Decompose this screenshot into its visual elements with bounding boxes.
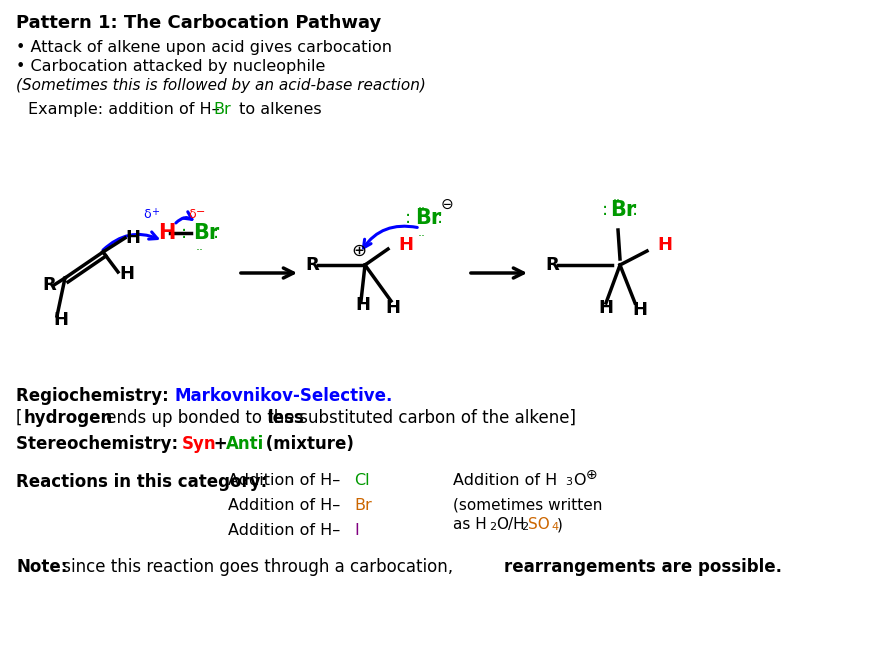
- FancyArrowPatch shape: [176, 212, 192, 223]
- Text: Addition of H–: Addition of H–: [228, 498, 340, 513]
- Text: Stereochemistry:: Stereochemistry:: [16, 435, 184, 453]
- Text: H: H: [657, 236, 672, 254]
- Text: O/H: O/H: [496, 517, 524, 532]
- Text: ..: ..: [418, 226, 426, 239]
- Text: • Carbocation attacked by nucleophile: • Carbocation attacked by nucleophile: [16, 59, 325, 74]
- Text: :: :: [602, 201, 608, 219]
- Text: H: H: [385, 299, 400, 317]
- Text: to alkenes: to alkenes: [234, 102, 322, 117]
- Text: Br: Br: [354, 498, 371, 513]
- Text: δ: δ: [143, 209, 150, 222]
- Text: (Sometimes this is followed by an acid-base reaction): (Sometimes this is followed by an acid-b…: [16, 78, 426, 93]
- Text: H: H: [632, 301, 647, 319]
- Text: Syn: Syn: [182, 435, 217, 453]
- Text: +: +: [151, 207, 159, 217]
- Text: :: :: [405, 209, 411, 227]
- Text: Br: Br: [610, 200, 636, 220]
- Text: Addition of H–: Addition of H–: [228, 473, 340, 488]
- Text: as H: as H: [453, 517, 487, 532]
- Text: :: :: [632, 201, 638, 219]
- Text: Anti: Anti: [226, 435, 264, 453]
- Text: ..: ..: [418, 198, 426, 211]
- Text: • Attack of alkene upon acid gives carbocation: • Attack of alkene upon acid gives carbo…: [16, 40, 392, 55]
- Text: rearrangements are possible.: rearrangements are possible.: [504, 558, 782, 576]
- Text: H: H: [598, 299, 613, 317]
- Text: hydrogen: hydrogen: [24, 409, 114, 427]
- Text: Br: Br: [193, 223, 219, 243]
- Text: ⊕: ⊕: [586, 468, 598, 482]
- Text: −: −: [196, 207, 205, 217]
- Text: Markovnikov-Selective.: Markovnikov-Selective.: [174, 387, 392, 405]
- Text: H: H: [355, 296, 370, 314]
- Text: δ: δ: [188, 209, 196, 222]
- Text: Cl: Cl: [354, 473, 370, 488]
- Text: O: O: [573, 473, 586, 488]
- FancyArrowPatch shape: [103, 232, 157, 250]
- Text: I: I: [354, 523, 358, 538]
- Text: H: H: [53, 311, 68, 329]
- Text: Example: addition of H–: Example: addition of H–: [28, 102, 219, 117]
- Text: H: H: [125, 229, 140, 247]
- Text: (sometimes written: (sometimes written: [453, 498, 602, 513]
- Text: H: H: [158, 223, 176, 243]
- Text: R: R: [42, 276, 56, 294]
- Text: Note:: Note:: [16, 558, 67, 576]
- Text: Reactions in this category:: Reactions in this category:: [16, 473, 267, 491]
- Text: :: :: [213, 224, 219, 242]
- Text: Pattern 1: The Carbocation Pathway: Pattern 1: The Carbocation Pathway: [16, 14, 381, 32]
- Text: 2: 2: [489, 522, 496, 532]
- Text: Regiochemistry:: Regiochemistry:: [16, 387, 175, 405]
- Text: substituted carbon of the alkene]: substituted carbon of the alkene]: [294, 409, 576, 427]
- Text: since this reaction goes through a carbocation,: since this reaction goes through a carbo…: [57, 558, 458, 576]
- Text: ..: ..: [613, 190, 621, 203]
- Text: less: less: [268, 409, 305, 427]
- Text: R: R: [305, 256, 319, 274]
- FancyArrowPatch shape: [364, 226, 417, 248]
- Text: ends up bonded to the: ends up bonded to the: [101, 409, 300, 427]
- Text: Addition of H–: Addition of H–: [228, 523, 340, 538]
- Text: R: R: [545, 256, 558, 274]
- Text: ): ): [557, 517, 563, 532]
- Text: :: :: [181, 224, 187, 242]
- Text: (mixture): (mixture): [260, 435, 354, 453]
- Text: SO: SO: [528, 517, 550, 532]
- Text: ..: ..: [196, 239, 204, 252]
- Text: 2: 2: [521, 522, 528, 532]
- Text: 3: 3: [565, 477, 572, 487]
- Text: ⊕: ⊕: [351, 242, 366, 260]
- Text: 4: 4: [551, 522, 558, 532]
- Text: Addition of H: Addition of H: [453, 473, 558, 488]
- Text: H: H: [119, 265, 134, 283]
- Text: H: H: [398, 236, 413, 254]
- Text: Br: Br: [213, 102, 231, 117]
- Text: Br: Br: [415, 208, 441, 228]
- Text: :: :: [437, 209, 443, 227]
- Text: [: [: [16, 409, 23, 427]
- Text: ⊖: ⊖: [441, 196, 454, 211]
- Text: +: +: [208, 435, 233, 453]
